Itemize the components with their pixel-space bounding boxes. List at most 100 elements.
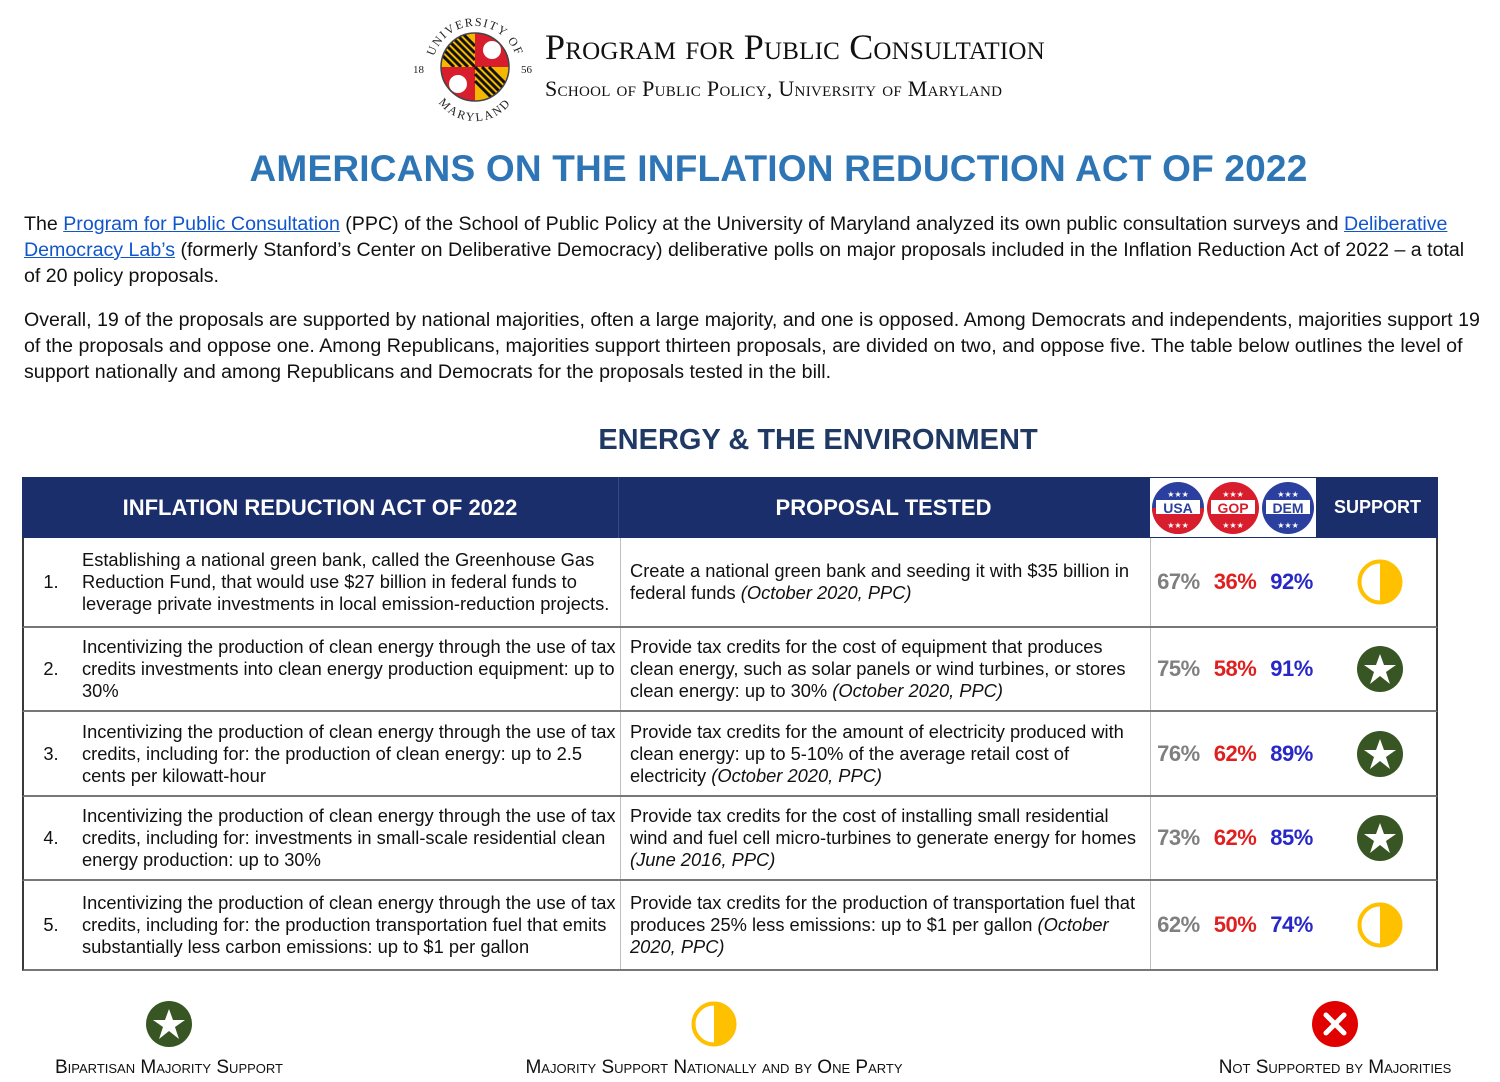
svg-text:DEM: DEM	[1272, 500, 1303, 516]
proposal-tested: Provide tax credits for the cost of equi…	[630, 628, 1150, 710]
support-percentages: 75% 58% 91%	[1151, 628, 1319, 710]
row-number: 1.	[43, 571, 59, 592]
intro-text: The	[24, 213, 64, 235]
row-number: 5.	[43, 914, 59, 935]
legend: Bipartisan Majority Support Majority Sup…	[0, 1000, 1500, 1082]
svg-text:★★★: ★★★	[1222, 490, 1244, 499]
dem-percent: 74%	[1270, 912, 1313, 937]
act-provision: Incentivizing the production of clean en…	[82, 712, 622, 795]
column-divider	[1150, 538, 1151, 626]
gop-percent: 62%	[1213, 825, 1257, 850]
column-divider	[1150, 712, 1151, 795]
svg-text:★★★: ★★★	[1277, 490, 1299, 499]
proposal-body: Provide tax credits for the cost of inst…	[630, 805, 1137, 848]
support-indicator	[1319, 797, 1440, 879]
dem-percent: 89%	[1270, 740, 1313, 766]
proposal-body: Create a national green bank and seeding…	[630, 560, 1130, 603]
intro-paragraph-2: Overall, 19 of the proposals are support…	[24, 309, 1480, 383]
svg-text:18: 18	[413, 64, 425, 76]
usa-percent: 76%	[1157, 740, 1200, 766]
proposal-text: Provide tax credits for the production o…	[630, 892, 1150, 958]
deliberative-democracy-link[interactable]: Deliberative Democracy Lab’s	[24, 213, 1448, 261]
usa-percent: 62%	[1157, 912, 1200, 937]
dem-badge-icon: ★★★ ★★★ DEM	[1262, 482, 1314, 534]
green-star-icon	[1356, 646, 1403, 692]
half-circle-icon	[1357, 559, 1402, 605]
proposal-text: Create a national green bank and seeding…	[630, 560, 1150, 604]
act-provision: Incentivizing the production of clean en…	[82, 628, 622, 710]
green-star-icon	[146, 1001, 192, 1047]
proposal-body: Provide tax credits for the production o…	[630, 892, 1136, 935]
header: UNIVERSITY OF MARYLAND 18 56 Program for…	[0, 0, 1500, 140]
column-header-support: SUPPORT	[1333, 497, 1421, 517]
proposal-tested: Provide tax credits for the cost of inst…	[630, 797, 1150, 879]
table-row: 3. Incentivizing the production of clean …	[22, 712, 1438, 797]
proposal-tested: Provide tax credits for the production o…	[630, 881, 1150, 969]
legend-one-party: Majority Support Nationally and by One P…	[512, 1000, 916, 1079]
proposal-source: (October 2020, PPC)	[832, 680, 1003, 701]
act-provision: Incentivizing the production of clean en…	[82, 881, 622, 969]
proposal-source: (October 2020, PPC)	[711, 764, 882, 786]
column-header-act: INFLATION REDUCTION ACT OF 2022	[122, 494, 518, 520]
proposal-body: Provide tax credits for the amount of el…	[630, 720, 1124, 786]
column-divider	[1150, 881, 1151, 969]
column-divider	[1150, 628, 1151, 710]
proposal-text: Provide tax credits for the cost of equi…	[630, 636, 1150, 702]
row-number: 2.	[43, 658, 59, 679]
row-number: 4.	[43, 827, 59, 848]
column-divider	[1150, 797, 1151, 879]
column-divider	[620, 538, 621, 626]
proposal-text: Provide tax credits for the cost of inst…	[630, 805, 1150, 871]
act-provision: Incentivizing the production of clean en…	[82, 797, 622, 879]
university-seal-logo: UNIVERSITY OF MARYLAND 18 56	[412, 6, 538, 132]
table-row: 5. Incentivizing the production of clean …	[22, 881, 1438, 971]
usa-percent: 75%	[1157, 656, 1200, 681]
ppc-link[interactable]: Program for Public Consultation	[63, 213, 340, 235]
usa-badge-icon: ★★★ ★★★ USA	[1152, 482, 1204, 534]
half-circle-icon	[1357, 902, 1402, 948]
row-number: 3.	[43, 742, 59, 764]
support-indicator	[1319, 881, 1440, 969]
table-row: 1. Establishing a national green bank, ca…	[22, 538, 1438, 628]
dem-percent: 85%	[1270, 825, 1313, 850]
support-percentages: 76% 62% 89%	[1151, 712, 1319, 795]
intro-text: (PPC) of the School of Public Policy at …	[339, 213, 1344, 235]
section-title: ENERGY & THE ENVIRONMENT	[598, 424, 1038, 456]
svg-text:★★★: ★★★	[1222, 521, 1244, 530]
svg-text:★★★: ★★★	[1277, 521, 1299, 530]
act-text: Incentivizing the production of clean en…	[82, 892, 616, 957]
green-star-icon	[1356, 815, 1403, 861]
column-divider	[620, 712, 621, 795]
green-star-icon	[1356, 730, 1403, 777]
table-header: INFLATION REDUCTION ACT OF 2022 PROPOSAL…	[22, 477, 1438, 538]
column-divider	[620, 797, 621, 879]
proposal-tested: Create a national green bank and seeding…	[630, 538, 1150, 626]
svg-text:USA: USA	[1163, 500, 1193, 516]
proposal-source: (October 2020, PPC)	[740, 582, 912, 603]
column-header-proposal: PROPOSAL TESTED	[618, 477, 1148, 538]
legend-label: Majority Support Nationally and by One P…	[525, 1057, 903, 1078]
half-circle-icon	[691, 1001, 737, 1047]
party-badges-icon: ★★★ ★★★ USA ★★★ ★★★ GOP ★★★ ★★★ DEM	[1152, 482, 1314, 534]
usa-percent: 73%	[1157, 825, 1200, 850]
party-badges: ★★★ ★★★ USA ★★★ ★★★ GOP ★★★ ★★★ DEM	[1149, 477, 1317, 538]
support-percentages: 73% 62% 85%	[1151, 797, 1319, 879]
red-x-icon	[1312, 1001, 1358, 1047]
gop-percent: 58%	[1213, 656, 1257, 681]
legend-bipartisan: Bipartisan Majority Support	[44, 1000, 294, 1079]
svg-text:GOP: GOP	[1217, 500, 1248, 516]
act-text: Establishing a national green bank, call…	[82, 549, 610, 614]
usa-percent: 67%	[1157, 569, 1200, 594]
legend-not-supported: Not Supported by Majorities	[1208, 1000, 1462, 1079]
proposal-text: Provide tax credits for the amount of el…	[630, 721, 1150, 787]
table-row: 2. Incentivizing the production of clean …	[22, 628, 1438, 712]
act-provision: Establishing a national green bank, call…	[82, 538, 622, 626]
support-indicator	[1319, 538, 1440, 626]
column-divider	[620, 881, 621, 969]
support-percentages: 67% 36% 92%	[1151, 538, 1319, 626]
table-row: 4. Incentivizing the production of clean …	[22, 797, 1438, 881]
support-indicator	[1319, 628, 1440, 710]
proposal-source: (June 2016, PPC)	[630, 849, 776, 870]
svg-text:★★★: ★★★	[1167, 521, 1189, 530]
column-divider	[620, 628, 621, 710]
